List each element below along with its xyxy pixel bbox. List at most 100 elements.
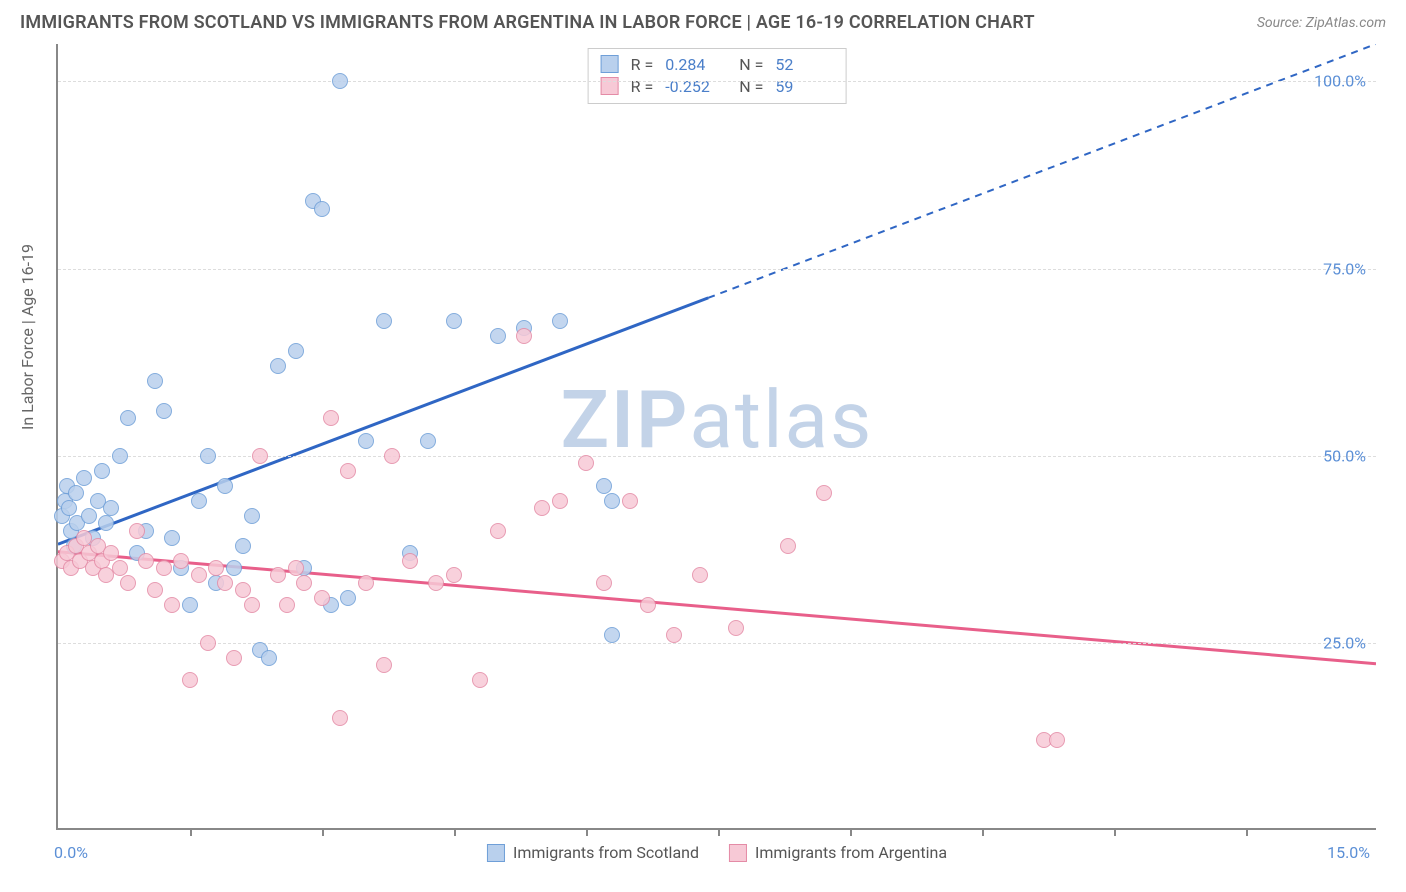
x-tick <box>982 828 984 836</box>
data-point <box>261 650 277 666</box>
swatch-argentina <box>729 844 747 862</box>
data-point <box>516 328 532 344</box>
x-axis-min-label: 0.0% <box>54 843 88 862</box>
data-point <box>376 313 392 329</box>
legend-row-argentina: R = -0.252 N = 59 <box>601 75 832 97</box>
data-point <box>217 478 233 494</box>
legend-r-label: R = <box>631 77 654 96</box>
legend-r-value-scotland: 0.284 <box>665 55 721 74</box>
data-point <box>552 313 568 329</box>
data-point <box>323 410 339 426</box>
data-point <box>226 560 242 576</box>
legend-n-label: N = <box>739 55 763 74</box>
data-point <box>112 448 128 464</box>
data-point <box>94 463 110 479</box>
data-point <box>666 627 682 643</box>
data-point <box>384 448 400 464</box>
x-tick <box>718 828 720 836</box>
data-point <box>191 493 207 509</box>
data-point <box>200 635 216 651</box>
y-tick-label: 75.0% <box>1323 259 1366 278</box>
y-tick-label: 100.0% <box>1314 72 1366 91</box>
data-point <box>332 73 348 89</box>
x-tick <box>1246 828 1248 836</box>
legend-n-value-argentina: 59 <box>775 77 831 96</box>
gridline <box>58 81 1376 82</box>
x-tick <box>322 828 324 836</box>
data-point <box>120 575 136 591</box>
data-point <box>138 553 154 569</box>
legend-n-label: N = <box>739 77 763 96</box>
data-point <box>640 597 656 613</box>
legend-r-label: R = <box>631 55 654 74</box>
legend-top: R = 0.284 N = 52 R = -0.252 N = 59 <box>588 48 847 104</box>
data-point <box>68 485 84 501</box>
data-point <box>604 627 620 643</box>
legend-bottom-argentina: Immigrants from Argentina <box>729 843 947 862</box>
x-tick <box>190 828 192 836</box>
y-tick-label: 50.0% <box>1323 446 1366 465</box>
data-point <box>81 508 97 524</box>
data-point <box>147 582 163 598</box>
legend-bottom-argentina-label: Immigrants from Argentina <box>755 843 947 862</box>
data-point <box>376 657 392 673</box>
data-point <box>780 538 796 554</box>
y-tick-label: 25.0% <box>1323 633 1366 652</box>
chart-container: IMMIGRANTS FROM SCOTLAND VS IMMIGRANTS F… <box>0 0 1406 892</box>
data-point <box>235 582 251 598</box>
data-point <box>270 567 286 583</box>
trend-lines-svg <box>58 44 1376 828</box>
gridline <box>58 269 1376 270</box>
chart-title: IMMIGRANTS FROM SCOTLAND VS IMMIGRANTS F… <box>20 12 1035 33</box>
data-point <box>622 493 638 509</box>
data-point <box>112 560 128 576</box>
data-point <box>217 575 233 591</box>
watermark-atlas: atlas <box>689 373 873 467</box>
data-point <box>490 523 506 539</box>
legend-bottom-scotland-label: Immigrants from Scotland <box>513 843 699 862</box>
data-point <box>156 560 172 576</box>
data-point <box>288 343 304 359</box>
data-point <box>61 500 77 516</box>
legend-row-scotland: R = 0.284 N = 52 <box>601 53 832 75</box>
title-bar: IMMIGRANTS FROM SCOTLAND VS IMMIGRANTS F… <box>20 12 1386 33</box>
data-point <box>816 485 832 501</box>
data-point <box>578 455 594 471</box>
data-point <box>358 433 374 449</box>
swatch-scotland <box>487 844 505 862</box>
data-point <box>129 523 145 539</box>
data-point <box>1049 732 1065 748</box>
data-point <box>76 470 92 486</box>
data-point <box>244 508 260 524</box>
x-axis-max-label: 15.0% <box>1327 843 1370 862</box>
data-point <box>472 672 488 688</box>
data-point <box>120 410 136 426</box>
data-point <box>103 500 119 516</box>
data-point <box>402 553 418 569</box>
data-point <box>428 575 444 591</box>
data-point <box>270 358 286 374</box>
data-point <box>156 403 172 419</box>
legend-bottom-scotland: Immigrants from Scotland <box>487 843 699 862</box>
data-point <box>226 650 242 666</box>
data-point <box>332 710 348 726</box>
data-point <box>182 597 198 613</box>
x-tick <box>454 828 456 836</box>
data-point <box>596 575 612 591</box>
data-point <box>244 597 260 613</box>
data-point <box>534 500 550 516</box>
x-tick <box>586 828 588 836</box>
data-point <box>235 538 251 554</box>
data-point <box>340 590 356 606</box>
data-point <box>191 567 207 583</box>
legend-bottom: Immigrants from Scotland Immigrants from… <box>487 843 947 862</box>
data-point <box>314 201 330 217</box>
data-point <box>173 553 189 569</box>
data-point <box>596 478 612 494</box>
x-tick <box>1114 828 1116 836</box>
data-point <box>604 493 620 509</box>
data-point <box>692 567 708 583</box>
watermark: ZIPatlas <box>561 373 874 467</box>
data-point <box>164 597 180 613</box>
data-point <box>552 493 568 509</box>
